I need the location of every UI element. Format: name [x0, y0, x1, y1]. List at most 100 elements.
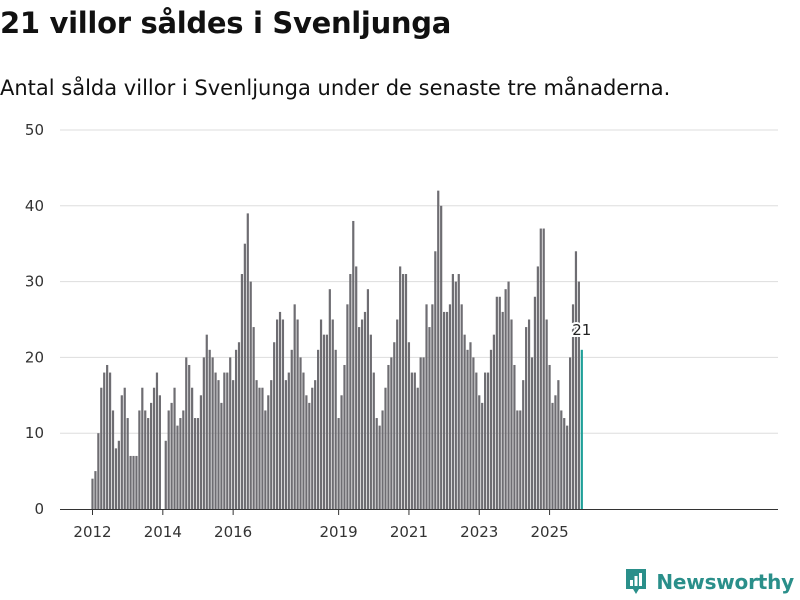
bar	[120, 395, 123, 509]
bar	[369, 334, 372, 509]
bar	[384, 387, 387, 509]
bar	[211, 357, 214, 509]
x-axis: 2012 2014 2016 2019 2021 2023 2025	[60, 509, 778, 541]
bar	[308, 402, 311, 509]
bar	[179, 418, 182, 509]
bar	[287, 372, 290, 509]
bar	[281, 319, 285, 509]
y-tick-label: 40	[25, 197, 44, 215]
bar	[223, 372, 226, 509]
bar	[554, 395, 557, 509]
chart-title: 21 villor såldes i Svenljunga	[0, 6, 451, 40]
bar	[355, 266, 358, 509]
x-tick-label: 2021	[390, 523, 428, 541]
bar	[484, 372, 487, 509]
bar	[504, 289, 507, 509]
bar	[126, 418, 129, 509]
bar	[252, 327, 255, 509]
bar	[571, 304, 575, 509]
bar	[138, 410, 141, 509]
bar	[217, 380, 220, 509]
bar	[319, 319, 323, 509]
bar	[501, 311, 504, 509]
bar	[545, 319, 548, 509]
bar	[478, 395, 481, 509]
bar	[346, 304, 349, 509]
bar	[422, 357, 425, 509]
x-tick-label: 2023	[460, 523, 498, 541]
bar	[170, 402, 173, 509]
bar	[492, 334, 496, 509]
bar	[516, 410, 519, 509]
bar	[103, 372, 106, 509]
bar	[199, 395, 203, 509]
bar-latest	[580, 349, 583, 509]
bar	[343, 364, 346, 509]
bar	[363, 311, 367, 509]
bar	[167, 410, 170, 509]
x-tick-label: 2025	[530, 523, 568, 541]
bar	[258, 387, 261, 509]
bar	[97, 433, 100, 509]
bar	[293, 304, 296, 509]
bar	[229, 357, 232, 509]
bar	[202, 357, 205, 509]
bar	[428, 327, 431, 509]
bar	[410, 372, 413, 509]
bar	[273, 342, 276, 509]
bar	[196, 418, 200, 509]
y-axis: 0 10 20 30 40 50	[25, 121, 44, 518]
bar	[114, 448, 118, 509]
bar	[536, 266, 539, 509]
bar	[135, 455, 138, 509]
bar	[302, 372, 305, 509]
bar	[513, 364, 516, 509]
bar	[129, 455, 132, 509]
bar	[475, 372, 478, 509]
bar	[191, 387, 194, 509]
bar	[390, 357, 393, 509]
bar	[563, 418, 566, 509]
bar	[448, 304, 452, 509]
bar	[525, 327, 528, 509]
brand-name: Newsworthy	[656, 570, 794, 594]
bar	[574, 251, 578, 509]
bar	[360, 319, 364, 509]
bar	[91, 478, 94, 509]
bar	[445, 311, 449, 509]
x-tick-label: 2012	[73, 523, 111, 541]
bar	[305, 395, 308, 509]
bar	[440, 205, 443, 510]
bar	[349, 274, 352, 509]
y-tick-label: 0	[34, 500, 44, 518]
bar	[173, 387, 176, 509]
bar	[100, 387, 103, 509]
bar	[443, 311, 446, 509]
annotation: 21	[570, 319, 593, 341]
bar	[94, 471, 97, 509]
bar	[466, 349, 469, 509]
gridlines	[60, 129, 778, 434]
bar	[542, 228, 545, 509]
bar	[486, 372, 490, 509]
bar	[340, 395, 343, 509]
bar	[358, 327, 361, 509]
bar	[106, 364, 109, 509]
bar	[393, 342, 396, 509]
bar	[510, 319, 513, 509]
bar	[548, 364, 551, 509]
bar	[425, 304, 428, 509]
y-tick-label: 10	[25, 424, 44, 442]
bar	[155, 372, 159, 509]
bar	[322, 334, 326, 509]
bar	[566, 425, 569, 509]
bar	[296, 319, 299, 509]
bar	[299, 357, 302, 509]
bar	[416, 387, 419, 509]
bar	[158, 395, 161, 509]
bar	[463, 334, 466, 509]
bar	[275, 319, 279, 509]
bar	[366, 289, 370, 509]
bar	[381, 410, 384, 509]
bar	[232, 380, 235, 509]
